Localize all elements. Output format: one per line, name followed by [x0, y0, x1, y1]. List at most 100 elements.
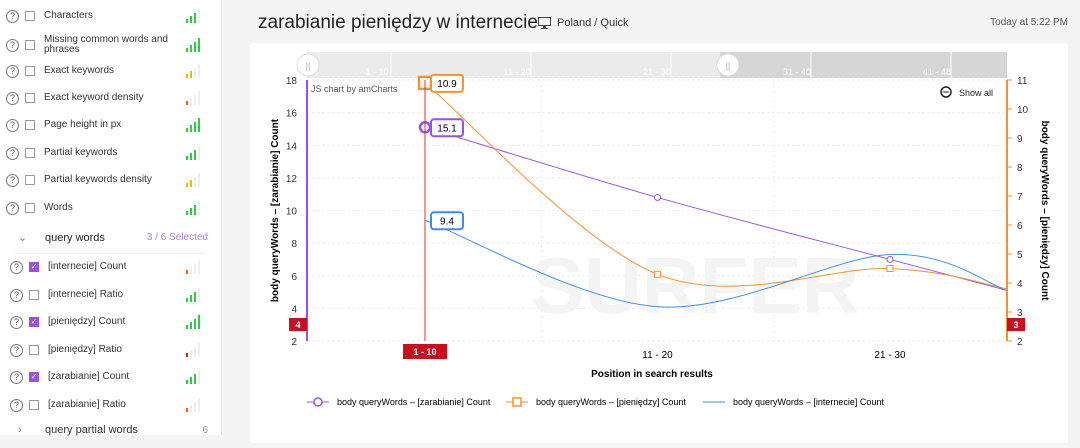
signal-strength-icon	[186, 38, 200, 52]
checkbox[interactable]	[25, 11, 35, 21]
line-chart[interactable]: 1 - 10 11 - 20 21 - 30 31 - 40 41 - 48 || || 2 4…	[250, 43, 1068, 443]
sidebar-metric-item[interactable]: ? Partial keywords density	[6, 173, 200, 187]
y-tick-left: 10	[286, 207, 298, 218]
location-label: Poland / Quick	[557, 17, 629, 29]
legend-item[interactable]: body queryWords – [pieniędzy] Count	[536, 397, 686, 407]
help-icon[interactable]: ?	[6, 173, 19, 187]
sidebar-metric-item[interactable]: ? [zarabianie] Ratio	[10, 398, 200, 412]
sidebar-metric-item[interactable]: ? ✓ [zarabianie] Count	[10, 370, 200, 384]
credit: JS chart by amCharts	[311, 84, 398, 94]
y-tick-right: 11	[1017, 76, 1028, 87]
checkbox[interactable]	[25, 148, 35, 158]
scrollbar-grip[interactable]	[296, 53, 320, 77]
help-icon[interactable]: ?	[10, 315, 23, 329]
sidebar-metric-item[interactable]: ? Characters	[6, 9, 200, 23]
cursor-right-badge	[1007, 318, 1025, 331]
sidebar-metric-item[interactable]: ? Missing common words and phrases	[6, 35, 200, 55]
signal-strength-icon	[186, 64, 200, 78]
checkbox[interactable]	[25, 66, 35, 76]
section-query-partial-words[interactable]: › query partial words 6	[18, 424, 208, 436]
help-icon[interactable]: ?	[6, 9, 19, 23]
help-icon[interactable]: ?	[6, 118, 19, 132]
help-icon[interactable]: ?	[10, 288, 23, 302]
section-query-words[interactable]: ⌄ query words 3 / 6 Selected	[18, 231, 208, 245]
checkbox[interactable]	[25, 120, 35, 130]
y-tick-left: 4	[291, 304, 297, 315]
sidebar: ? Characters ? Missing common words and phr…	[0, 0, 222, 436]
legend-item[interactable]: body queryWords – [internecie] Count	[733, 397, 884, 407]
y-tick-left: 12	[286, 174, 298, 185]
checkbox[interactable]	[25, 203, 35, 213]
checkbox[interactable]	[29, 345, 39, 355]
metric-label: [zarabianie] Ratio	[48, 399, 126, 410]
y-tick-right: 4	[1017, 279, 1023, 290]
series-line	[424, 219, 1008, 308]
cursor-left-badge	[289, 318, 307, 331]
help-icon[interactable]: ?	[6, 91, 19, 105]
help-icon[interactable]: ?	[6, 201, 19, 215]
signal-strength-icon	[186, 91, 200, 105]
show-all-button[interactable]: Show all	[959, 88, 993, 98]
legend-item[interactable]: body queryWords – [zarabianie] Count	[337, 397, 491, 407]
signal-strength-icon	[186, 118, 200, 132]
scrollbar-grip[interactable]	[716, 53, 740, 77]
cursor-category-label: 1 - 10	[413, 347, 436, 357]
series-line	[424, 82, 1008, 290]
help-icon[interactable]: ?	[6, 64, 19, 78]
y-tick-right: 10	[1017, 105, 1029, 116]
y-tick-right: 5	[1017, 250, 1023, 261]
scrollbar-label: 31 - 40	[783, 67, 811, 77]
sidebar-metric-item[interactable]: ? [internecie] Ratio	[10, 288, 200, 302]
help-icon[interactable]: ?	[10, 370, 23, 384]
checkbox[interactable]	[25, 40, 35, 50]
scrollbar-label: 1 - 10	[365, 67, 388, 77]
metric-label: Exact keyword density	[44, 92, 144, 103]
y-tick-left: 16	[286, 109, 298, 120]
signal-strength-icon	[186, 288, 200, 302]
sidebar-metric-item[interactable]: ? Page height in px	[6, 118, 200, 132]
data-point	[886, 265, 894, 272]
sidebar-metric-item[interactable]: ? Partial keywords	[6, 146, 200, 160]
help-icon[interactable]: ?	[10, 343, 23, 357]
watermark-logo: SURFER	[531, 241, 860, 330]
help-icon[interactable]: ?	[6, 146, 19, 160]
y-tick-right: 8	[1017, 163, 1023, 174]
help-icon[interactable]: ?	[10, 398, 23, 412]
y-tick-left: 14	[286, 141, 298, 152]
metric-label: Words	[44, 202, 73, 213]
checkbox[interactable]	[25, 93, 35, 103]
metric-label: Exact keywords	[44, 65, 115, 76]
checkbox[interactable]	[29, 400, 39, 410]
chart-card: 1 - 10 11 - 20 21 - 30 31 - 40 41 - 48 || || 2 4…	[250, 43, 1068, 443]
selected-count: 3 / 6 Selected	[146, 232, 208, 243]
metric-label: Partial keywords	[44, 147, 118, 158]
y-tick-left: 6	[291, 272, 297, 283]
chevron-down-icon: ⌄	[18, 232, 28, 244]
checkbox[interactable]	[29, 290, 39, 300]
sidebar-metric-item[interactable]: ? ✓ [pieniędzy] Count	[10, 315, 200, 329]
y-tick-left: 8	[291, 239, 297, 250]
checkbox[interactable]: ✓	[29, 262, 39, 272]
y-axis-title-left: body queryWords – [zarabianie] Count	[270, 118, 281, 302]
value-label: 15.1	[437, 123, 457, 134]
scrollbar-label: 41 - 48	[923, 67, 951, 77]
y-tick-right: 7	[1017, 192, 1023, 203]
sidebar-metric-item[interactable]: ? ✓ [internecie] Count	[10, 260, 200, 274]
location-info: Poland / Quick	[538, 17, 629, 29]
help-icon[interactable]: ?	[6, 38, 19, 52]
x-tick: 11 - 20	[642, 350, 673, 361]
signal-strength-icon	[186, 398, 200, 412]
y-tick-right: 3	[1017, 308, 1023, 319]
sidebar-metric-item[interactable]: ? Words	[6, 201, 200, 215]
y-tick-left: 18	[286, 76, 298, 87]
signal-strength-icon	[186, 315, 200, 329]
sidebar-metric-item[interactable]: ? [pieniędzy] Ratio	[10, 343, 200, 357]
help-icon[interactable]: ?	[10, 260, 23, 274]
checkbox[interactable]: ✓	[29, 317, 39, 327]
sidebar-metric-item[interactable]: ? Exact keywords	[6, 64, 200, 78]
scrollbar-label: 11 - 20	[503, 67, 530, 77]
checkbox[interactable]	[25, 175, 35, 185]
y-tick-right: 6	[1017, 221, 1023, 232]
sidebar-metric-item[interactable]: ? Exact keyword density	[6, 91, 200, 105]
checkbox[interactable]: ✓	[29, 372, 39, 382]
